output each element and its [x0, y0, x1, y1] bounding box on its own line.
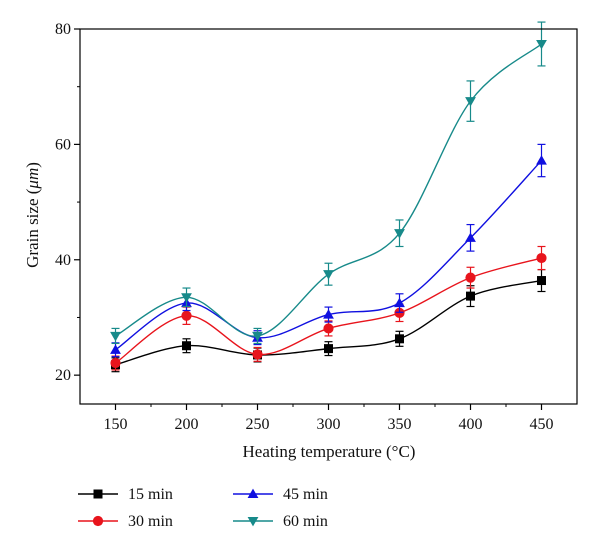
data-point — [323, 270, 334, 280]
data-point — [465, 97, 476, 107]
legend-label: 45 min — [283, 486, 328, 503]
y-axis-title-close: ) — [23, 162, 42, 168]
plot-area — [110, 21, 547, 373]
data-point — [323, 323, 334, 334]
y-tick-label: 60 — [55, 136, 71, 153]
y-axis-title-unit: μm — [23, 168, 42, 190]
legend-marker — [247, 516, 259, 527]
legend-marker — [93, 489, 103, 499]
series-group — [110, 21, 547, 345]
data-point — [252, 349, 263, 360]
data-point — [181, 310, 192, 321]
y-tick-label: 80 — [55, 21, 71, 38]
data-point — [252, 331, 263, 342]
data-point — [323, 309, 334, 319]
series-line — [115, 43, 542, 337]
legend-marker — [92, 515, 104, 527]
legend-item: 15 min — [78, 486, 173, 503]
x-tick-label: 150 — [104, 416, 128, 433]
legend-label: 15 min — [128, 486, 173, 503]
data-point — [536, 155, 547, 165]
x-tick-label: 200 — [175, 416, 199, 433]
x-tick-label: 400 — [459, 416, 483, 433]
data-point — [395, 334, 404, 344]
legend-label: 60 min — [283, 513, 328, 530]
x-tick-label: 450 — [530, 416, 554, 433]
data-point — [465, 232, 476, 242]
data-point — [110, 331, 121, 342]
legend-label: 30 min — [128, 513, 173, 530]
data-point — [181, 293, 192, 303]
y-axis-title: Grain size (μm) — [23, 162, 42, 268]
data-point — [324, 344, 333, 354]
data-point — [110, 357, 121, 369]
x-tick-label: 350 — [388, 416, 412, 433]
x-tick-label: 300 — [317, 416, 341, 433]
data-point — [394, 229, 405, 239]
axes: 150 200 250 300 350 400 450 20 40 60 80 — [55, 21, 578, 433]
y-tick-label: 20 — [55, 367, 71, 384]
data-point — [465, 272, 476, 283]
legend-item: 45 min — [233, 486, 328, 503]
y-axis-title-text: Grain size ( — [23, 188, 42, 268]
data-point — [537, 276, 546, 286]
legend-marker — [247, 488, 259, 499]
legend: 15 min 45 min 30 min 60 min — [78, 486, 328, 530]
data-point — [182, 341, 191, 351]
data-point — [536, 39, 547, 50]
y-tick-label: 40 — [55, 252, 71, 269]
data-point — [466, 291, 475, 301]
data-point — [536, 252, 547, 264]
x-axis-title: Heating temperature (°C) — [243, 442, 416, 461]
data-point — [394, 297, 405, 308]
data-point — [110, 344, 121, 354]
x-tick-label: 250 — [246, 416, 270, 433]
legend-item: 60 min — [233, 513, 328, 530]
legend-item: 30 min — [78, 513, 173, 530]
